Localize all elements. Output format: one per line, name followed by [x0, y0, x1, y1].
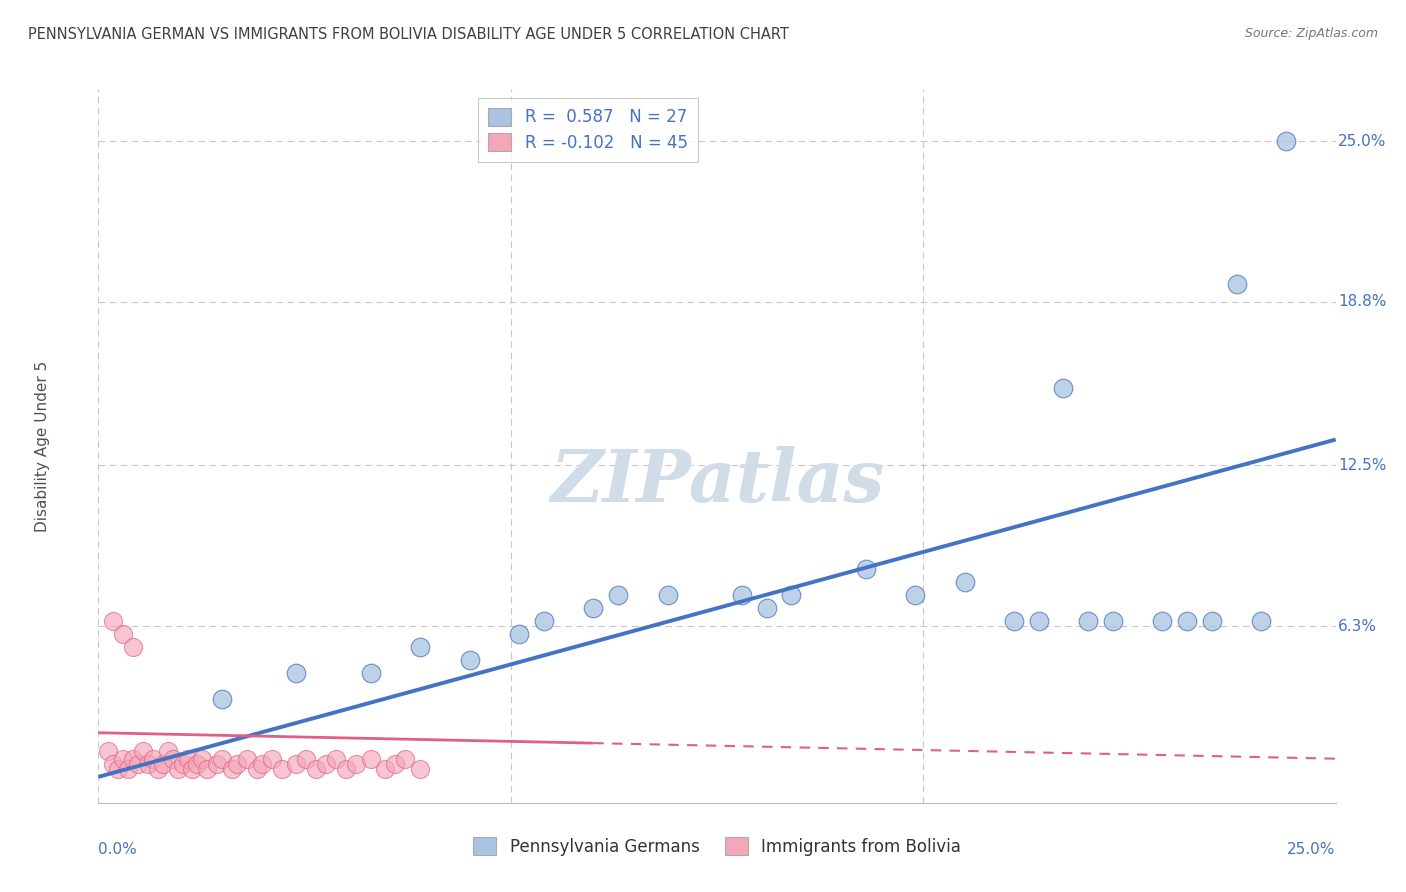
Text: Source: ZipAtlas.com: Source: ZipAtlas.com: [1244, 27, 1378, 40]
Point: [409, 640, 432, 654]
Point: [344, 756, 367, 771]
Point: [211, 692, 233, 706]
Point: [458, 653, 481, 667]
Point: [122, 752, 145, 766]
Text: PENNSYLVANIA GERMAN VS IMMIGRANTS FROM BOLIVIA DISABILITY AGE UNDER 5 CORRELATIO: PENNSYLVANIA GERMAN VS IMMIGRANTS FROM B…: [28, 27, 789, 42]
Point: [295, 752, 318, 766]
Text: 18.8%: 18.8%: [1339, 294, 1386, 310]
Text: 12.5%: 12.5%: [1339, 458, 1386, 473]
Point: [250, 756, 273, 771]
Point: [325, 752, 347, 766]
Point: [162, 752, 184, 766]
Point: [285, 666, 308, 681]
Text: Disability Age Under 5: Disability Age Under 5: [35, 360, 51, 532]
Text: 6.3%: 6.3%: [1339, 619, 1376, 634]
Point: [360, 666, 382, 681]
Point: [270, 762, 292, 776]
Point: [1002, 614, 1025, 628]
Point: [136, 756, 159, 771]
Point: [166, 762, 188, 776]
Point: [112, 752, 135, 766]
Point: [191, 752, 214, 766]
Point: [186, 756, 208, 771]
Point: [205, 756, 228, 771]
Point: [394, 752, 416, 766]
Point: [176, 752, 198, 766]
Point: [780, 588, 803, 602]
Text: 25.0%: 25.0%: [1339, 134, 1386, 149]
Point: [731, 588, 754, 602]
Point: [211, 752, 233, 766]
Point: [285, 756, 308, 771]
Point: [855, 562, 877, 576]
Point: [360, 752, 382, 766]
Point: [260, 752, 283, 766]
Point: [1102, 614, 1125, 628]
Point: [97, 744, 120, 758]
Point: [533, 614, 555, 628]
Point: [953, 575, 976, 590]
Point: [335, 762, 357, 776]
Point: [103, 614, 125, 628]
Point: [103, 756, 125, 771]
Point: [1226, 277, 1249, 291]
Point: [582, 601, 605, 615]
Point: [409, 762, 432, 776]
Point: [1275, 134, 1298, 148]
Point: [122, 640, 145, 654]
Point: [146, 762, 169, 776]
Point: [1028, 614, 1050, 628]
Point: [112, 627, 135, 641]
Text: 25.0%: 25.0%: [1288, 842, 1336, 857]
Point: [152, 756, 174, 771]
Point: [1152, 614, 1174, 628]
Point: [374, 762, 396, 776]
Point: [181, 762, 204, 776]
Text: ZIPatlas: ZIPatlas: [550, 446, 884, 517]
Legend: Pennsylvania Germans, Immigrants from Bolivia: Pennsylvania Germans, Immigrants from Bo…: [467, 830, 967, 863]
Point: [127, 756, 149, 771]
Point: [107, 762, 129, 776]
Point: [221, 762, 243, 776]
Point: [1077, 614, 1099, 628]
Point: [172, 756, 194, 771]
Point: [195, 762, 218, 776]
Point: [226, 756, 249, 771]
Point: [117, 762, 139, 776]
Point: [156, 744, 179, 758]
Point: [132, 744, 155, 758]
Point: [904, 588, 927, 602]
Point: [607, 588, 630, 602]
Point: [384, 756, 406, 771]
Point: [1201, 614, 1223, 628]
Point: [236, 752, 259, 766]
Point: [246, 762, 269, 776]
Point: [1175, 614, 1198, 628]
Point: [508, 627, 530, 641]
Point: [657, 588, 679, 602]
Point: [315, 756, 337, 771]
Point: [1250, 614, 1272, 628]
Point: [755, 601, 778, 615]
Point: [142, 752, 165, 766]
Point: [305, 762, 328, 776]
Text: 0.0%: 0.0%: [98, 842, 138, 857]
Point: [1052, 381, 1074, 395]
